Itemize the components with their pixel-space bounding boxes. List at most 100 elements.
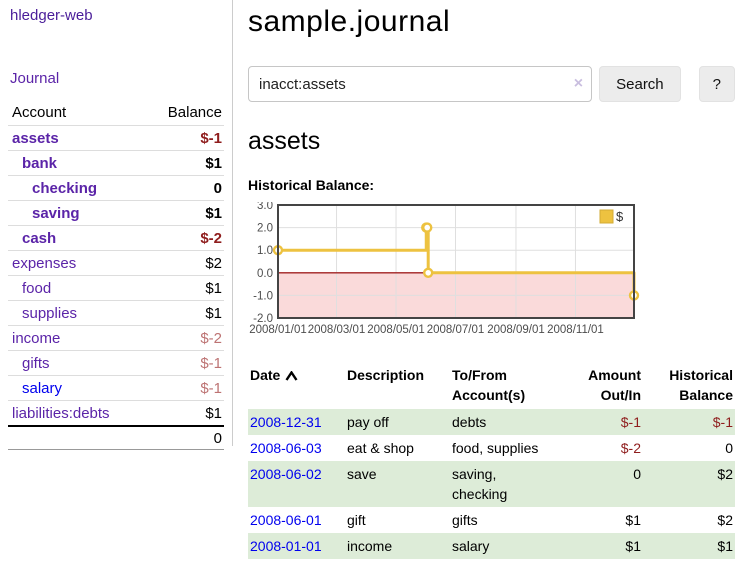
account-balance: $1	[205, 154, 222, 172]
transaction-description: save	[347, 466, 377, 482]
sidebar-account-link-supplies[interactable]: supplies	[22, 304, 78, 322]
column-header-description: Description	[347, 367, 425, 383]
account-row: gifts $-1	[8, 350, 224, 375]
svg-text:2008/07/01: 2008/07/01	[427, 324, 485, 336]
account-row: food $1	[8, 275, 224, 300]
svg-text:2.0: 2.0	[257, 223, 273, 235]
transaction-accounts: salary	[452, 538, 490, 554]
account-balance: $-2	[200, 329, 222, 347]
sidebar-account-link-gifts[interactable]: gifts	[22, 354, 50, 372]
account-row: expenses $2	[8, 250, 224, 275]
transaction-amount: 0	[633, 466, 641, 482]
sidebar-account-link-cash[interactable]: cash	[22, 229, 57, 247]
sidebar-item-journal[interactable]: Journal	[10, 70, 60, 87]
search-button[interactable]: Search	[599, 66, 681, 102]
transaction-balance: 0	[725, 440, 733, 456]
svg-text:2008/09/01: 2008/09/01	[487, 324, 545, 336]
sort-asc-icon	[285, 371, 298, 381]
search-input[interactable]	[248, 66, 593, 102]
transaction-balance: $-1	[712, 414, 733, 430]
account-row: checking 0	[8, 175, 224, 200]
account-page-title: assets	[248, 127, 321, 155]
accounts-header-account: Account	[12, 104, 67, 121]
transaction-amount: $1	[625, 538, 641, 554]
account-balance: $-1	[200, 129, 222, 147]
account-balance: $1	[205, 404, 222, 422]
clear-search-icon[interactable]: ×	[573, 75, 584, 92]
sidebar-account-link-salary[interactable]: salary	[22, 379, 63, 397]
brand-link[interactable]: hledger-web	[10, 7, 93, 24]
sidebar-account-link-checking[interactable]: checking	[32, 179, 98, 197]
account-row: income $-2	[8, 325, 224, 350]
transaction-row: 2008-06-02 save saving, checking 0 $2	[248, 461, 735, 507]
account-row: cash $-2	[8, 225, 224, 250]
transaction-description: pay off	[347, 414, 389, 430]
account-row: supplies $1	[8, 300, 224, 325]
account-row: saving $1	[8, 200, 224, 225]
transaction-date-link[interactable]: 2008-01-01	[250, 538, 322, 554]
transactions-table: Date Description To/From Account(s) Amount …	[248, 363, 735, 559]
sidebar-account-link-saving[interactable]: saving	[32, 204, 80, 222]
transaction-row: 2008-06-03 eat & shop food, supplies $-2 0	[248, 435, 735, 461]
transaction-date-link[interactable]: 2008-06-02	[250, 466, 322, 482]
svg-text:2008/05/01: 2008/05/01	[367, 324, 425, 336]
transaction-balance: $2	[717, 466, 733, 482]
search-form: × Search ?	[248, 66, 735, 102]
transaction-accounts: food, supplies	[452, 440, 539, 456]
sidebar-account-link-expenses[interactable]: expenses	[12, 254, 77, 272]
transaction-description: income	[347, 538, 393, 554]
search-box: ×	[248, 66, 593, 102]
sidebar-account-link-liabilities-debts[interactable]: liabilities:debts	[12, 404, 110, 422]
transaction-description: gift	[347, 512, 366, 528]
svg-text:2008/03/01: 2008/03/01	[308, 324, 366, 336]
page-title: sample.journal	[248, 5, 451, 38]
accounts-table-header: Account Balance	[8, 101, 224, 125]
column-header-amount: Amount Out/In	[588, 367, 641, 403]
accounts-table: Account Balance assets $-1 bank $1 checking 0…	[8, 101, 224, 450]
account-balance: $-1	[200, 379, 222, 397]
account-row: salary $-1	[8, 375, 224, 400]
historical-balance-chart[interactable]: $3.0 2.0 1.0 0.0 -1.0 -2.0 2008/01/01 2008/03/0…	[248, 200, 735, 345]
transaction-date-link[interactable]: 2008-06-03	[250, 440, 322, 456]
svg-text:-1.0: -1.0	[253, 290, 273, 302]
accounts-header-balance: Balance	[167, 104, 222, 121]
transaction-accounts: debts	[452, 414, 487, 430]
transaction-accounts: saving, checking	[452, 466, 508, 502]
transaction-date-link[interactable]: 2008-06-01	[250, 512, 322, 528]
account-row: assets $-1	[8, 125, 224, 150]
account-balance: $1	[205, 304, 222, 322]
accounts-total-value: 0	[213, 429, 222, 447]
column-header-historical: Historical Balance	[669, 367, 733, 403]
transaction-amount: $-2	[620, 440, 641, 456]
transaction-row: 2008-01-01 income salary $1 $1	[248, 533, 735, 559]
legend-swatch	[599, 209, 614, 224]
help-button[interactable]: ?	[698, 66, 735, 102]
svg-text:2008/11/01: 2008/11/01	[547, 324, 604, 336]
transaction-row: 2008-06-01 gift gifts $1 $2	[248, 507, 735, 533]
transactions-table-header: Date Description To/From Account(s) Amount …	[248, 363, 735, 409]
svg-text:0.0: 0.0	[257, 268, 273, 280]
transaction-balance: $2	[717, 512, 733, 528]
account-balance: $1	[205, 204, 222, 222]
sidebar-account-link-food[interactable]: food	[22, 279, 52, 297]
column-header-date[interactable]: Date	[248, 363, 345, 409]
svg-text:3.0: 3.0	[257, 202, 273, 212]
sidebar-account-link-income[interactable]: income	[12, 329, 61, 347]
transactions-table-body: 2008-12-31 pay off debts $-1 $-1 2008-06-03 ea…	[248, 409, 735, 559]
account-balance: $1	[205, 279, 222, 297]
account-balance: $-2	[200, 229, 222, 247]
transaction-accounts: gifts	[452, 512, 478, 528]
account-row: liabilities:debts $1	[8, 400, 224, 425]
data-point-marker	[422, 222, 433, 233]
accounts-table-body: assets $-1 bank $1 checking 0 saving $1 cash $-2 e…	[8, 125, 224, 425]
transaction-date-link[interactable]: 2008-12-31	[250, 414, 322, 430]
svg-text:1.0: 1.0	[257, 245, 273, 257]
account-balance: $-1	[200, 354, 222, 372]
transaction-amount: $1	[625, 512, 641, 528]
column-header-to-from: To/From Account(s)	[452, 367, 526, 403]
sidebar-account-link-assets[interactable]: assets	[12, 129, 59, 147]
data-point-marker	[423, 267, 434, 279]
sidebar-account-link-bank[interactable]: bank	[22, 154, 58, 172]
